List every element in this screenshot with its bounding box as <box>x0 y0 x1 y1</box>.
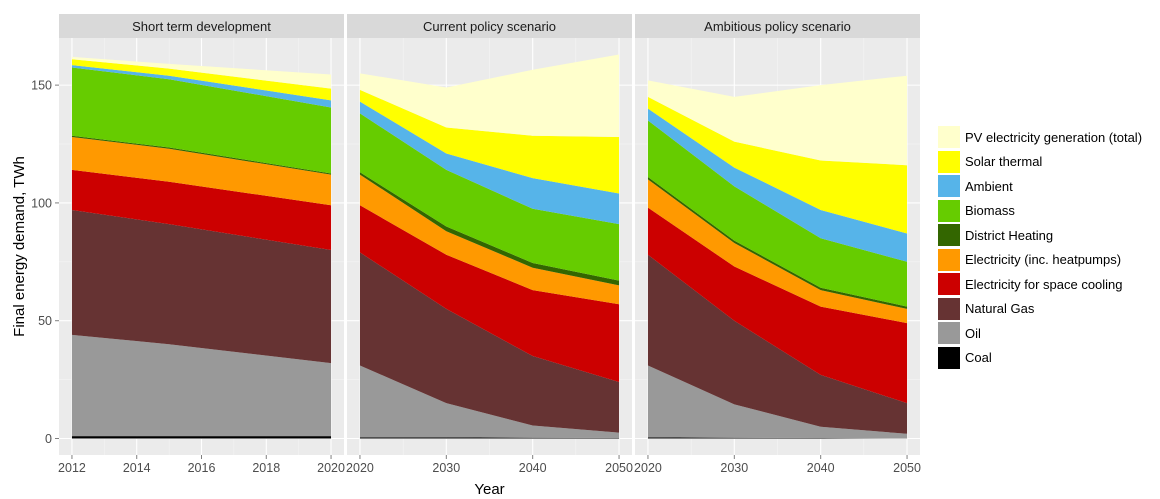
panel-3-area-electricity-inc-heatpumps <box>647 179 908 324</box>
panel-2-x-tick-label: 2020 <box>346 461 374 475</box>
panel-3-x-tick-label: 2050 <box>893 461 921 475</box>
legend-item-electricity-inc-heatpumps: Electricity (inc. heatpumps) <box>938 248 1160 273</box>
panel-2-area-electricity-for-space-cooling <box>359 205 620 382</box>
legend-swatch <box>938 224 960 247</box>
panel-1-x-tick-label: 2016 <box>188 461 216 475</box>
legend: PV electricity generation (total) Solar t… <box>938 125 1160 370</box>
panel-3-area-ambient <box>647 108 908 262</box>
legend-item-district-heating: District Heating <box>938 223 1160 248</box>
legend-item-pv-electricity-generation-total: PV electricity generation (total) <box>938 125 1160 150</box>
panel-2-area-natural-gas <box>359 252 620 433</box>
legend-label: District Heating <box>965 227 1054 243</box>
legend-label: Coal <box>965 350 992 366</box>
panel-3-area-pv-electricity-generation-total <box>647 75 908 166</box>
panel-3-area-coal <box>647 437 908 439</box>
legend-item-oil: Oil <box>938 321 1160 346</box>
panel-1-area-pv-electricity-generation-total <box>71 56 332 89</box>
legend-item-ambient: Ambient <box>938 174 1160 199</box>
legend-swatch <box>938 297 960 320</box>
panel-2-area-electricity-inc-heatpumps <box>359 174 620 305</box>
panel-2-strip <box>347 14 632 38</box>
legend-swatch <box>938 346 960 369</box>
legend-label: Natural Gas <box>965 301 1035 317</box>
panel-1-strip <box>59 14 344 38</box>
legend-item-coal: Coal <box>938 346 1160 371</box>
panel-3-area-electricity-for-space-cooling <box>647 207 908 404</box>
panel-2-x-tick-label: 2030 <box>432 461 460 475</box>
panel-1-x-tick-label: 2020 <box>317 461 345 475</box>
panel-1-area-electricity-for-space-cooling <box>71 169 332 251</box>
panel-2-area-biomass <box>359 113 620 281</box>
panel-1-x-tick-label: 2018 <box>252 461 280 475</box>
panel-1-x-tick-label: 2012 <box>58 461 86 475</box>
y-tick-label: 100 <box>31 196 52 210</box>
panel-1-area-district-heating <box>71 135 332 175</box>
panel-3-strip-title: Ambitious policy scenario <box>704 19 851 34</box>
y-tick-label: 150 <box>31 79 52 93</box>
legend-swatch <box>938 150 960 173</box>
panel-2-x-tick-label: 2050 <box>605 461 633 475</box>
panel-2-x-tick-label: 2040 <box>519 461 547 475</box>
panel-3-x-tick-label: 2020 <box>634 461 662 475</box>
panel-1-area-oil <box>71 334 332 437</box>
legend-swatch <box>938 199 960 222</box>
panel-1-area-biomass <box>71 67 332 174</box>
panel-1-area-solar-thermal <box>71 59 332 101</box>
legend-label: PV electricity generation (total) <box>965 129 1143 145</box>
panel-1-area-coal <box>71 436 332 439</box>
legend-swatch <box>938 322 960 345</box>
legend-label: Electricity for space cooling <box>965 276 1123 292</box>
panel-3-area-natural-gas <box>647 254 908 434</box>
legend-label: Ambient <box>965 178 1013 194</box>
legend-item-natural-gas: Natural Gas <box>938 297 1160 322</box>
legend-label: Electricity (inc. heatpumps) <box>965 252 1122 268</box>
panel-1-area-ambient <box>71 65 332 108</box>
panel-2-area-coal <box>359 437 620 439</box>
y-axis-title: Final energy demand, TWh <box>11 156 28 337</box>
legend-swatch <box>938 273 960 296</box>
legend-swatch <box>938 248 960 271</box>
panel-3-area-biomass <box>647 120 908 307</box>
panel-2-area-ambient <box>359 101 620 225</box>
panel-1-area-electricity-inc-heatpumps <box>71 136 332 206</box>
panel-2-strip-title: Current policy scenario <box>423 19 556 34</box>
panel-2-area-oil <box>359 365 620 439</box>
legend-label: Biomass <box>965 203 1015 219</box>
legend-label: Oil <box>965 325 981 341</box>
legend-swatch <box>938 126 960 149</box>
legend-swatch <box>938 175 960 198</box>
legend-item-biomass: Biomass <box>938 199 1160 224</box>
panel-3-strip <box>635 14 920 38</box>
legend-item-solar-thermal: Solar thermal <box>938 150 1160 175</box>
y-tick-label: 0 <box>45 432 52 446</box>
y-tick-label: 50 <box>38 314 52 328</box>
panel-1-x-tick-label: 2014 <box>123 461 151 475</box>
panel-3-area-oil <box>647 365 908 439</box>
x-axis-title: Year <box>474 481 504 498</box>
panel-3-x-tick-label: 2040 <box>807 461 835 475</box>
legend-item-electricity-for-space-cooling: Electricity for space cooling <box>938 272 1160 297</box>
panel-2-area-pv-electricity-generation-total <box>359 54 620 137</box>
panel-3-x-tick-label: 2030 <box>720 461 748 475</box>
panel-2-area-solar-thermal <box>359 89 620 194</box>
panel-3-area-solar-thermal <box>647 96 908 234</box>
legend-label: Solar thermal <box>965 154 1043 170</box>
panel-1-area-natural-gas <box>71 209 332 364</box>
panel-1-strip-title: Short term development <box>132 19 271 34</box>
